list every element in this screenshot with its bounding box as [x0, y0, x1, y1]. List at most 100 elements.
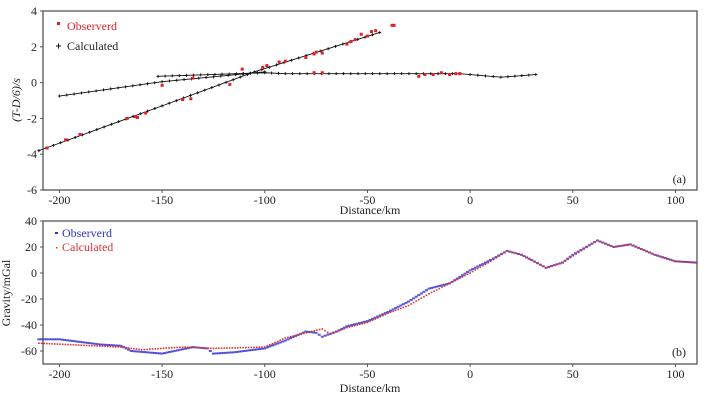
calculated-gravity-point [443, 285, 446, 287]
calculated-gravity-point [266, 345, 269, 347]
observed-gravity-point [78, 340, 82, 343]
calculated-gravity-point [369, 320, 371, 323]
calculated-gravity-point [643, 249, 645, 251]
calculated-gravity-point [512, 251, 514, 254]
calculated-gravity-point [651, 252, 653, 255]
calculated-gravity-point [534, 261, 536, 263]
calculated-point [138, 112, 142, 116]
calculated-gravity-point [664, 257, 666, 259]
calculated-gravity-point [430, 291, 433, 294]
observed-gravity-point [386, 311, 390, 313]
observed-gravity-point [268, 345, 272, 348]
calculated-point [170, 74, 174, 78]
calculated-gravity-point [428, 293, 430, 295]
panel-b-ytick-label: -40 [21, 318, 37, 332]
observed-gravity-point [484, 261, 488, 264]
calculated-gravity-point [255, 346, 258, 349]
observed-gravity-point [276, 342, 280, 345]
calculated-gravity-point [379, 315, 382, 318]
calculated-gravity-point [441, 286, 443, 289]
calculated-gravity-point [448, 282, 451, 285]
observed-gravity-point [155, 352, 159, 355]
calculated-point [263, 71, 267, 75]
observed-gravity-point [83, 341, 87, 344]
calculated-gravity-point [106, 345, 109, 348]
panel-b-ylabel: Gravity/mGal [0, 259, 13, 326]
observed-point [160, 83, 164, 87]
calculated-gravity-point [332, 332, 335, 334]
observed-gravity-point [270, 344, 274, 347]
calculated-point [163, 74, 167, 78]
calculated-gravity-point [604, 242, 607, 245]
calculated-gravity-point [469, 272, 471, 274]
calculated-gravity-point [482, 264, 484, 267]
calculated-gravity-point [313, 330, 316, 332]
calculated-point [289, 58, 293, 62]
observed-gravity-point [142, 351, 146, 354]
observed-point [181, 98, 185, 102]
calculated-gravity-point [575, 253, 577, 255]
calculated-point [256, 71, 260, 75]
calculated-gravity-point [324, 329, 326, 332]
calculated-gravity-point [130, 347, 133, 350]
calculated-point [298, 72, 302, 76]
calculated-gravity-point [343, 327, 345, 330]
calculated-point [217, 83, 221, 87]
calculated-point [238, 75, 242, 79]
calculated-gravity-point [596, 239, 599, 242]
observed-gravity-point [150, 351, 154, 354]
observed-gravity-point [258, 348, 262, 351]
calculated-gravity-point [537, 262, 539, 265]
observed-gravity-point [114, 344, 118, 347]
panel-a-xtick-label: 0 [467, 193, 473, 207]
observed-point [189, 97, 193, 101]
observed-gravity-point [88, 342, 92, 345]
calculated-point [101, 88, 105, 92]
observed-gravity-point [145, 351, 149, 354]
calculated-gravity-point [186, 346, 189, 349]
observed-gravity-point [111, 344, 115, 347]
observed-gravity-point [247, 349, 251, 352]
calculated-gravity-point [550, 265, 553, 267]
calculated-point [491, 75, 495, 79]
calculated-gravity-point [223, 347, 226, 349]
calculated-point [59, 141, 63, 145]
observed-gravity-point [147, 351, 151, 354]
calculated-point [203, 88, 207, 92]
calculated-gravity-point [474, 269, 477, 271]
calculated-gravity-point [387, 312, 389, 315]
calculated-gravity-point [40, 342, 43, 345]
calculated-gravity-point [648, 251, 651, 254]
calculated-gravity-point [276, 340, 279, 343]
calculated-gravity-point [75, 344, 77, 346]
calculated-point [534, 73, 538, 77]
calculated-gravity-point [514, 252, 517, 255]
observed-gravity-point [245, 349, 249, 352]
calculated-point [334, 44, 338, 48]
calculated-gravity-point [261, 346, 263, 348]
observed-gravity-point [168, 350, 172, 353]
calculated-gravity-point [168, 347, 170, 349]
calculated-gravity-point [72, 344, 75, 346]
calculated-point [197, 76, 201, 80]
calculated-gravity-point [348, 326, 351, 328]
panel-b-ytick-label: 0 [31, 266, 37, 280]
calculated-gravity-point [498, 255, 500, 257]
legend-a-observed: Observerd [67, 19, 117, 33]
calculated-gravity-point [669, 258, 672, 261]
observed-gravity-point [116, 344, 120, 347]
calculated-gravity-point [561, 261, 564, 264]
observed-gravity-point [106, 343, 110, 346]
observed-point [133, 115, 137, 119]
calculated-gravity-point [591, 243, 593, 245]
calculated-gravity-point [316, 329, 318, 331]
calculated-gravity-point [226, 347, 228, 349]
observed-gravity-point [389, 309, 393, 312]
observed-point [345, 42, 349, 46]
panel-b-xtick-label: -150 [151, 367, 173, 381]
calculated-gravity-point [184, 346, 186, 349]
observed-gravity-point [42, 338, 46, 341]
calculated-point [407, 72, 411, 76]
observed-gravity-point [211, 352, 215, 355]
calculated-gravity-point [53, 343, 56, 345]
